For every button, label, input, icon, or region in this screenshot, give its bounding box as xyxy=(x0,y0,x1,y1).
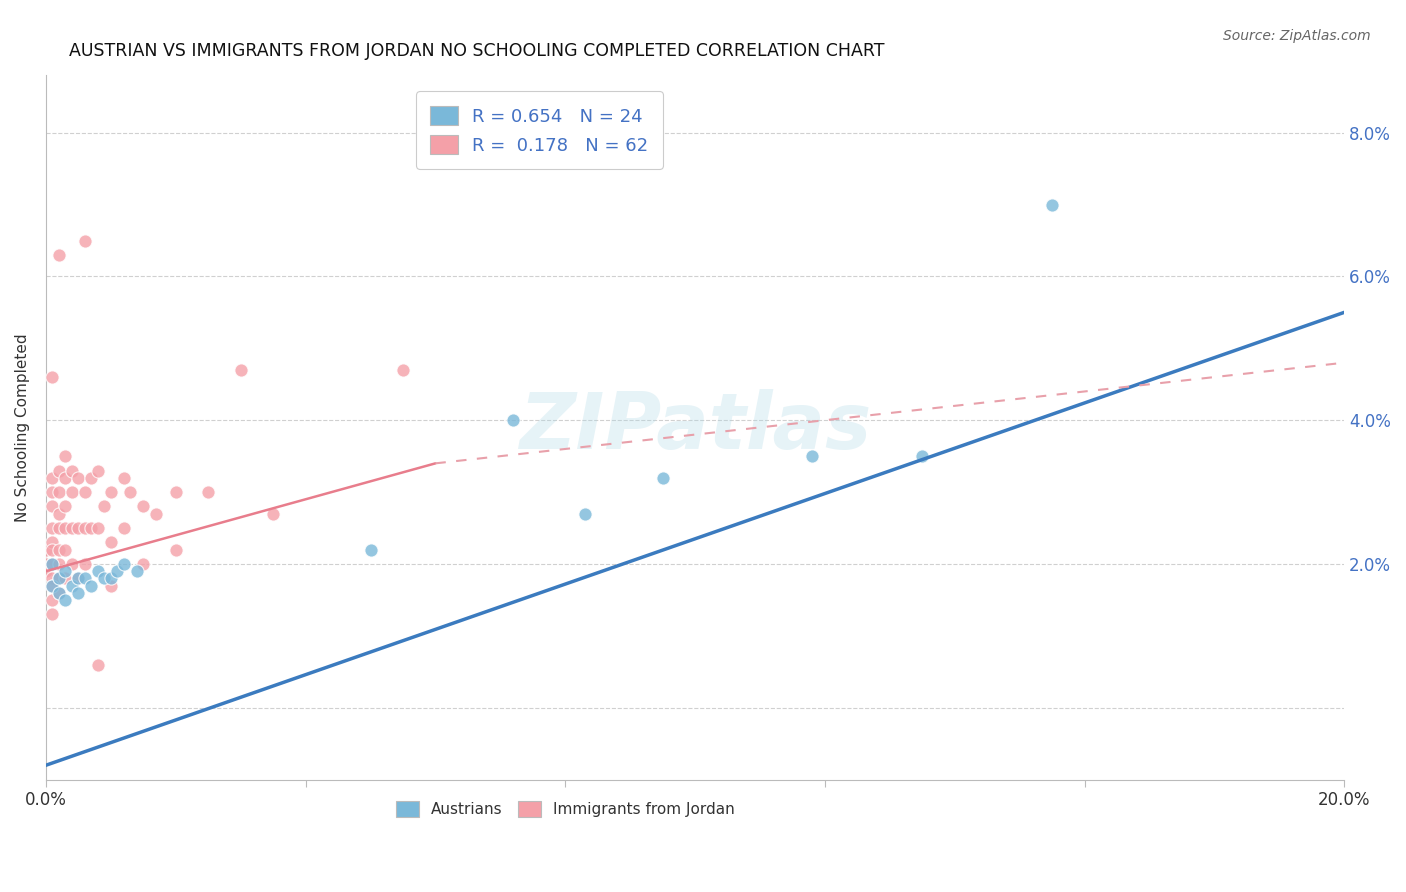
Point xyxy=(132,500,155,514)
Point xyxy=(73,557,96,571)
Point xyxy=(41,370,63,384)
Point xyxy=(41,471,63,485)
Point xyxy=(165,542,187,557)
Point xyxy=(55,593,77,607)
Point xyxy=(262,507,284,521)
Point xyxy=(112,557,135,571)
Point xyxy=(48,248,70,262)
Point xyxy=(911,449,934,463)
Point xyxy=(100,535,122,549)
Point xyxy=(67,571,90,585)
Point xyxy=(93,500,115,514)
Point xyxy=(41,557,63,571)
Point xyxy=(35,564,58,578)
Point xyxy=(73,485,96,500)
Point xyxy=(112,521,135,535)
Point xyxy=(35,557,58,571)
Point xyxy=(73,521,96,535)
Point xyxy=(392,363,415,377)
Point xyxy=(48,585,70,599)
Point xyxy=(55,521,77,535)
Point xyxy=(132,557,155,571)
Point xyxy=(100,571,122,585)
Point xyxy=(55,542,77,557)
Point xyxy=(41,578,63,592)
Legend: Austrians, Immigrants from Jordan: Austrians, Immigrants from Jordan xyxy=(388,794,742,825)
Point xyxy=(35,542,58,557)
Point xyxy=(48,571,70,585)
Point xyxy=(55,571,77,585)
Point xyxy=(41,500,63,514)
Point xyxy=(55,449,77,463)
Text: ZIPatlas: ZIPatlas xyxy=(519,390,872,466)
Point xyxy=(48,557,70,571)
Text: Source: ZipAtlas.com: Source: ZipAtlas.com xyxy=(1223,29,1371,43)
Point xyxy=(800,449,823,463)
Point xyxy=(574,507,596,521)
Point xyxy=(41,557,63,571)
Point xyxy=(87,464,110,478)
Point xyxy=(93,571,115,585)
Point xyxy=(145,507,167,521)
Point xyxy=(41,485,63,500)
Point xyxy=(60,485,83,500)
Point xyxy=(125,564,148,578)
Point xyxy=(41,578,63,592)
Text: AUSTRIAN VS IMMIGRANTS FROM JORDAN NO SCHOOLING COMPLETED CORRELATION CHART: AUSTRIAN VS IMMIGRANTS FROM JORDAN NO SC… xyxy=(69,42,884,60)
Point xyxy=(229,363,252,377)
Point xyxy=(67,585,90,599)
Point xyxy=(48,507,70,521)
Point xyxy=(80,578,103,592)
Point xyxy=(60,557,83,571)
Point xyxy=(73,571,96,585)
Y-axis label: No Schooling Completed: No Schooling Completed xyxy=(15,333,30,522)
Point xyxy=(67,571,90,585)
Point xyxy=(105,564,128,578)
Point xyxy=(48,485,70,500)
Point xyxy=(120,485,142,500)
Point xyxy=(48,542,70,557)
Point xyxy=(60,578,83,592)
Point xyxy=(360,542,382,557)
Point xyxy=(55,564,77,578)
Point xyxy=(48,571,70,585)
Point xyxy=(60,521,83,535)
Point xyxy=(67,521,90,535)
Point xyxy=(41,607,63,622)
Point xyxy=(197,485,219,500)
Point xyxy=(112,471,135,485)
Point xyxy=(41,593,63,607)
Point xyxy=(502,413,524,427)
Point xyxy=(80,521,103,535)
Point xyxy=(41,542,63,557)
Point xyxy=(73,234,96,248)
Point xyxy=(87,521,110,535)
Point xyxy=(60,464,83,478)
Point xyxy=(80,471,103,485)
Point xyxy=(41,521,63,535)
Point xyxy=(165,485,187,500)
Point xyxy=(41,535,63,549)
Point xyxy=(48,585,70,599)
Point xyxy=(651,471,673,485)
Point xyxy=(41,571,63,585)
Point xyxy=(55,500,77,514)
Point xyxy=(87,564,110,578)
Point xyxy=(55,471,77,485)
Point xyxy=(48,521,70,535)
Point xyxy=(87,657,110,672)
Point xyxy=(100,485,122,500)
Point xyxy=(67,471,90,485)
Point xyxy=(1040,197,1063,211)
Point xyxy=(100,578,122,592)
Point xyxy=(48,464,70,478)
